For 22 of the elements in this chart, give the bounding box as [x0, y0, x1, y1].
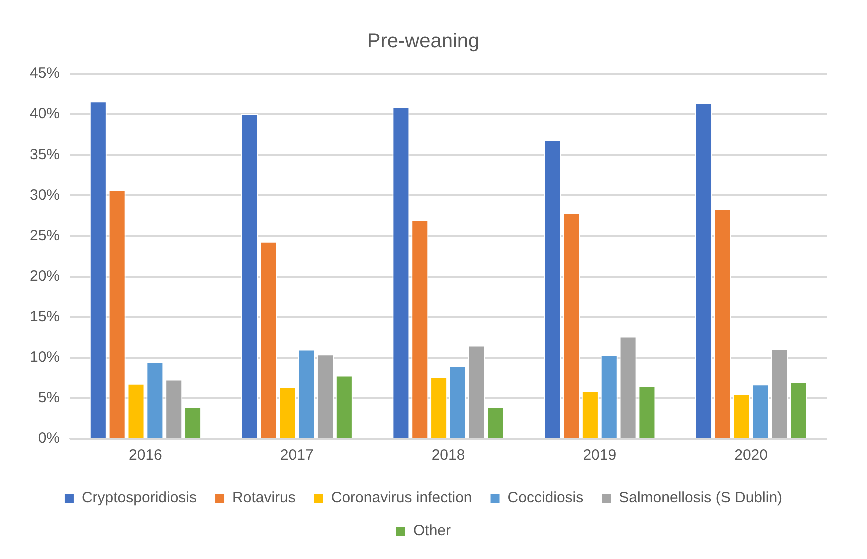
- y-tick-label: 20%: [30, 268, 60, 285]
- x-tick-label: 2020: [734, 447, 768, 464]
- x-tick-label: 2017: [280, 447, 314, 464]
- y-tick-label: 15%: [30, 308, 60, 326]
- y-tick-label: 25%: [30, 227, 60, 244]
- y-tick-label: 30%: [30, 186, 60, 204]
- legend-label: Cryptosporidiosis: [82, 490, 198, 507]
- y-tick-label: 0%: [38, 430, 60, 448]
- legend-label: Other: [413, 522, 452, 540]
- y-tick-label: 35%: [30, 146, 60, 164]
- legend-label: Coronavirus infection: [331, 490, 472, 507]
- y-tick-label: 5%: [38, 390, 60, 407]
- legend-label: Salmonellosis (S Dublin): [619, 490, 783, 507]
- y-tick-label: 40%: [30, 106, 60, 123]
- y-tick-label: 45%: [30, 65, 60, 82]
- x-tick-label: 2016: [129, 447, 162, 464]
- x-tick-label: 2019: [583, 447, 617, 464]
- chart-title: Pre-weaning: [367, 30, 480, 53]
- legend-label: Rotavirus: [232, 490, 296, 507]
- legend-label: Coccidiosis: [508, 490, 584, 507]
- y-tick-label: 10%: [30, 349, 60, 366]
- x-tick-label: 2018: [432, 447, 466, 464]
